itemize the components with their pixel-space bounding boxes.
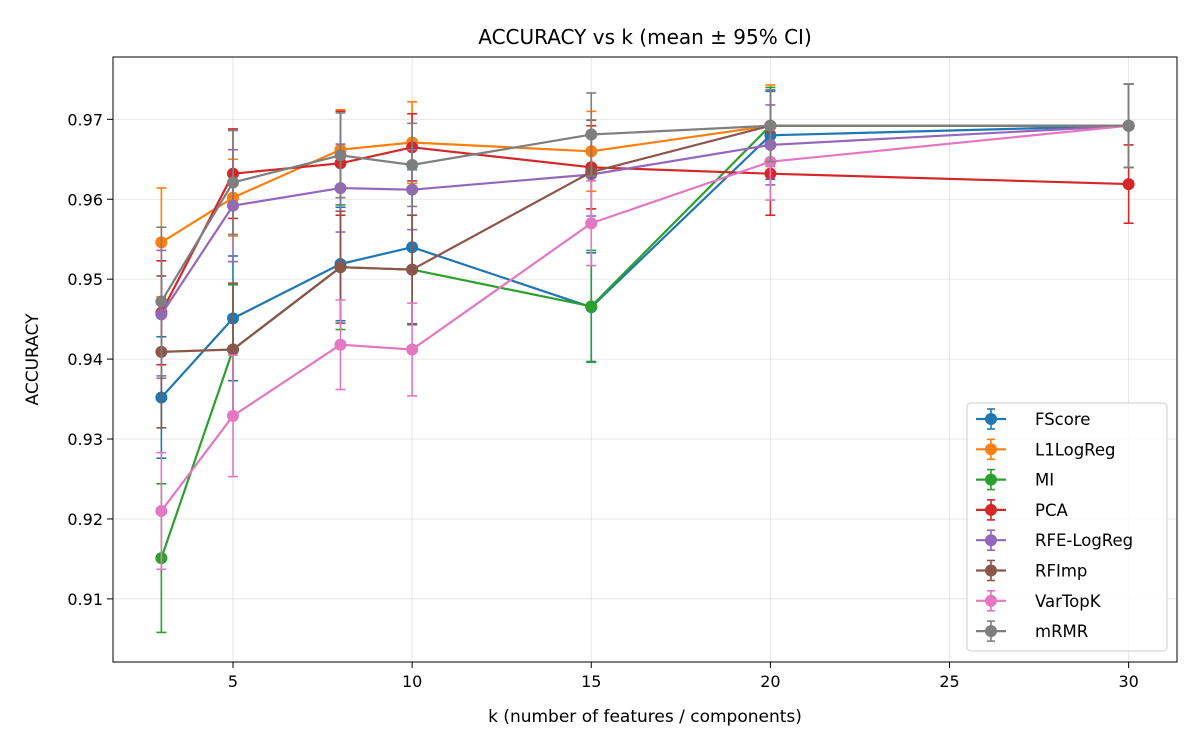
x-tick-label: 25 <box>939 672 959 691</box>
data-point <box>585 300 598 313</box>
legend-marker <box>985 413 997 425</box>
x-tick-label: 30 <box>1118 672 1138 691</box>
legend-label: mRMR <box>1035 622 1088 641</box>
data-point <box>406 343 419 356</box>
data-point <box>585 128 598 141</box>
legend-box <box>966 402 1168 652</box>
legend-marker <box>985 625 997 638</box>
legend-item: L1LogReg <box>976 438 1116 461</box>
data-point <box>764 119 777 132</box>
data-point <box>334 261 347 274</box>
data-point <box>406 263 419 276</box>
legend-label: L1LogReg <box>1035 440 1116 459</box>
legend-marker <box>985 443 997 456</box>
y-tick-label: 0.91 <box>67 590 103 609</box>
legend-label: RFImp <box>1035 562 1087 581</box>
data-point <box>334 149 347 162</box>
legend-item: RFImp <box>976 559 1087 582</box>
series-layer <box>155 83 1135 634</box>
legend-item: MI <box>976 468 1054 491</box>
chart-title: ACCURACY vs k (mean ± 95% CI) <box>478 25 812 49</box>
x-tick-label: 10 <box>402 672 422 691</box>
data-point <box>406 158 419 171</box>
data-point <box>227 409 240 422</box>
legend-item: PCA <box>976 499 1068 521</box>
data-point <box>1122 178 1135 191</box>
legend-marker <box>985 503 997 516</box>
y-tick-label: 0.95 <box>67 270 103 289</box>
legend-marker <box>985 594 997 607</box>
x-tick-label: 5 <box>228 672 238 691</box>
legend-item: VarTopK <box>976 589 1102 612</box>
data-point <box>155 295 168 308</box>
legend-item: RFE-LogReg <box>976 529 1133 552</box>
data-point <box>1122 119 1135 132</box>
legend-marker <box>985 564 997 577</box>
legend-label: VarTopK <box>1035 592 1102 611</box>
data-point <box>585 217 598 230</box>
legend: FScore L1LogReg MI PCA RFE-LogReg RFImp VarTop… <box>966 402 1168 652</box>
x-tick-label: 15 <box>581 672 601 691</box>
data-point <box>334 338 347 351</box>
y-axis-label: ACCURACY <box>23 313 43 406</box>
legend-item: FScore <box>976 408 1090 430</box>
y-tick-label: 0.93 <box>67 430 103 449</box>
x-tick-label: 20 <box>760 672 780 691</box>
legend-label: FScore <box>1035 410 1090 429</box>
y-tick-label: 0.97 <box>67 110 103 129</box>
legend-marker <box>985 534 997 547</box>
legend-item: mRMR <box>976 620 1088 642</box>
legend-label: PCA <box>1035 501 1068 520</box>
data-point <box>227 343 240 356</box>
legend-label: RFE-LogReg <box>1035 531 1133 550</box>
axis-ticks: 5 10 15 20 25 30 0.91 0.92 0.93 0.94 0.95 0.96 0.97 <box>67 110 1138 691</box>
y-tick-label: 0.94 <box>67 350 103 369</box>
data-point <box>155 504 168 517</box>
legend-label: MI <box>1035 471 1054 490</box>
legend-marker <box>985 473 997 486</box>
y-tick-label: 0.96 <box>67 190 103 209</box>
y-tick-label: 0.92 <box>67 510 103 529</box>
x-axis-label: k (number of features / components) <box>488 707 802 727</box>
series-mrmr <box>155 83 1135 377</box>
data-point <box>227 176 240 189</box>
